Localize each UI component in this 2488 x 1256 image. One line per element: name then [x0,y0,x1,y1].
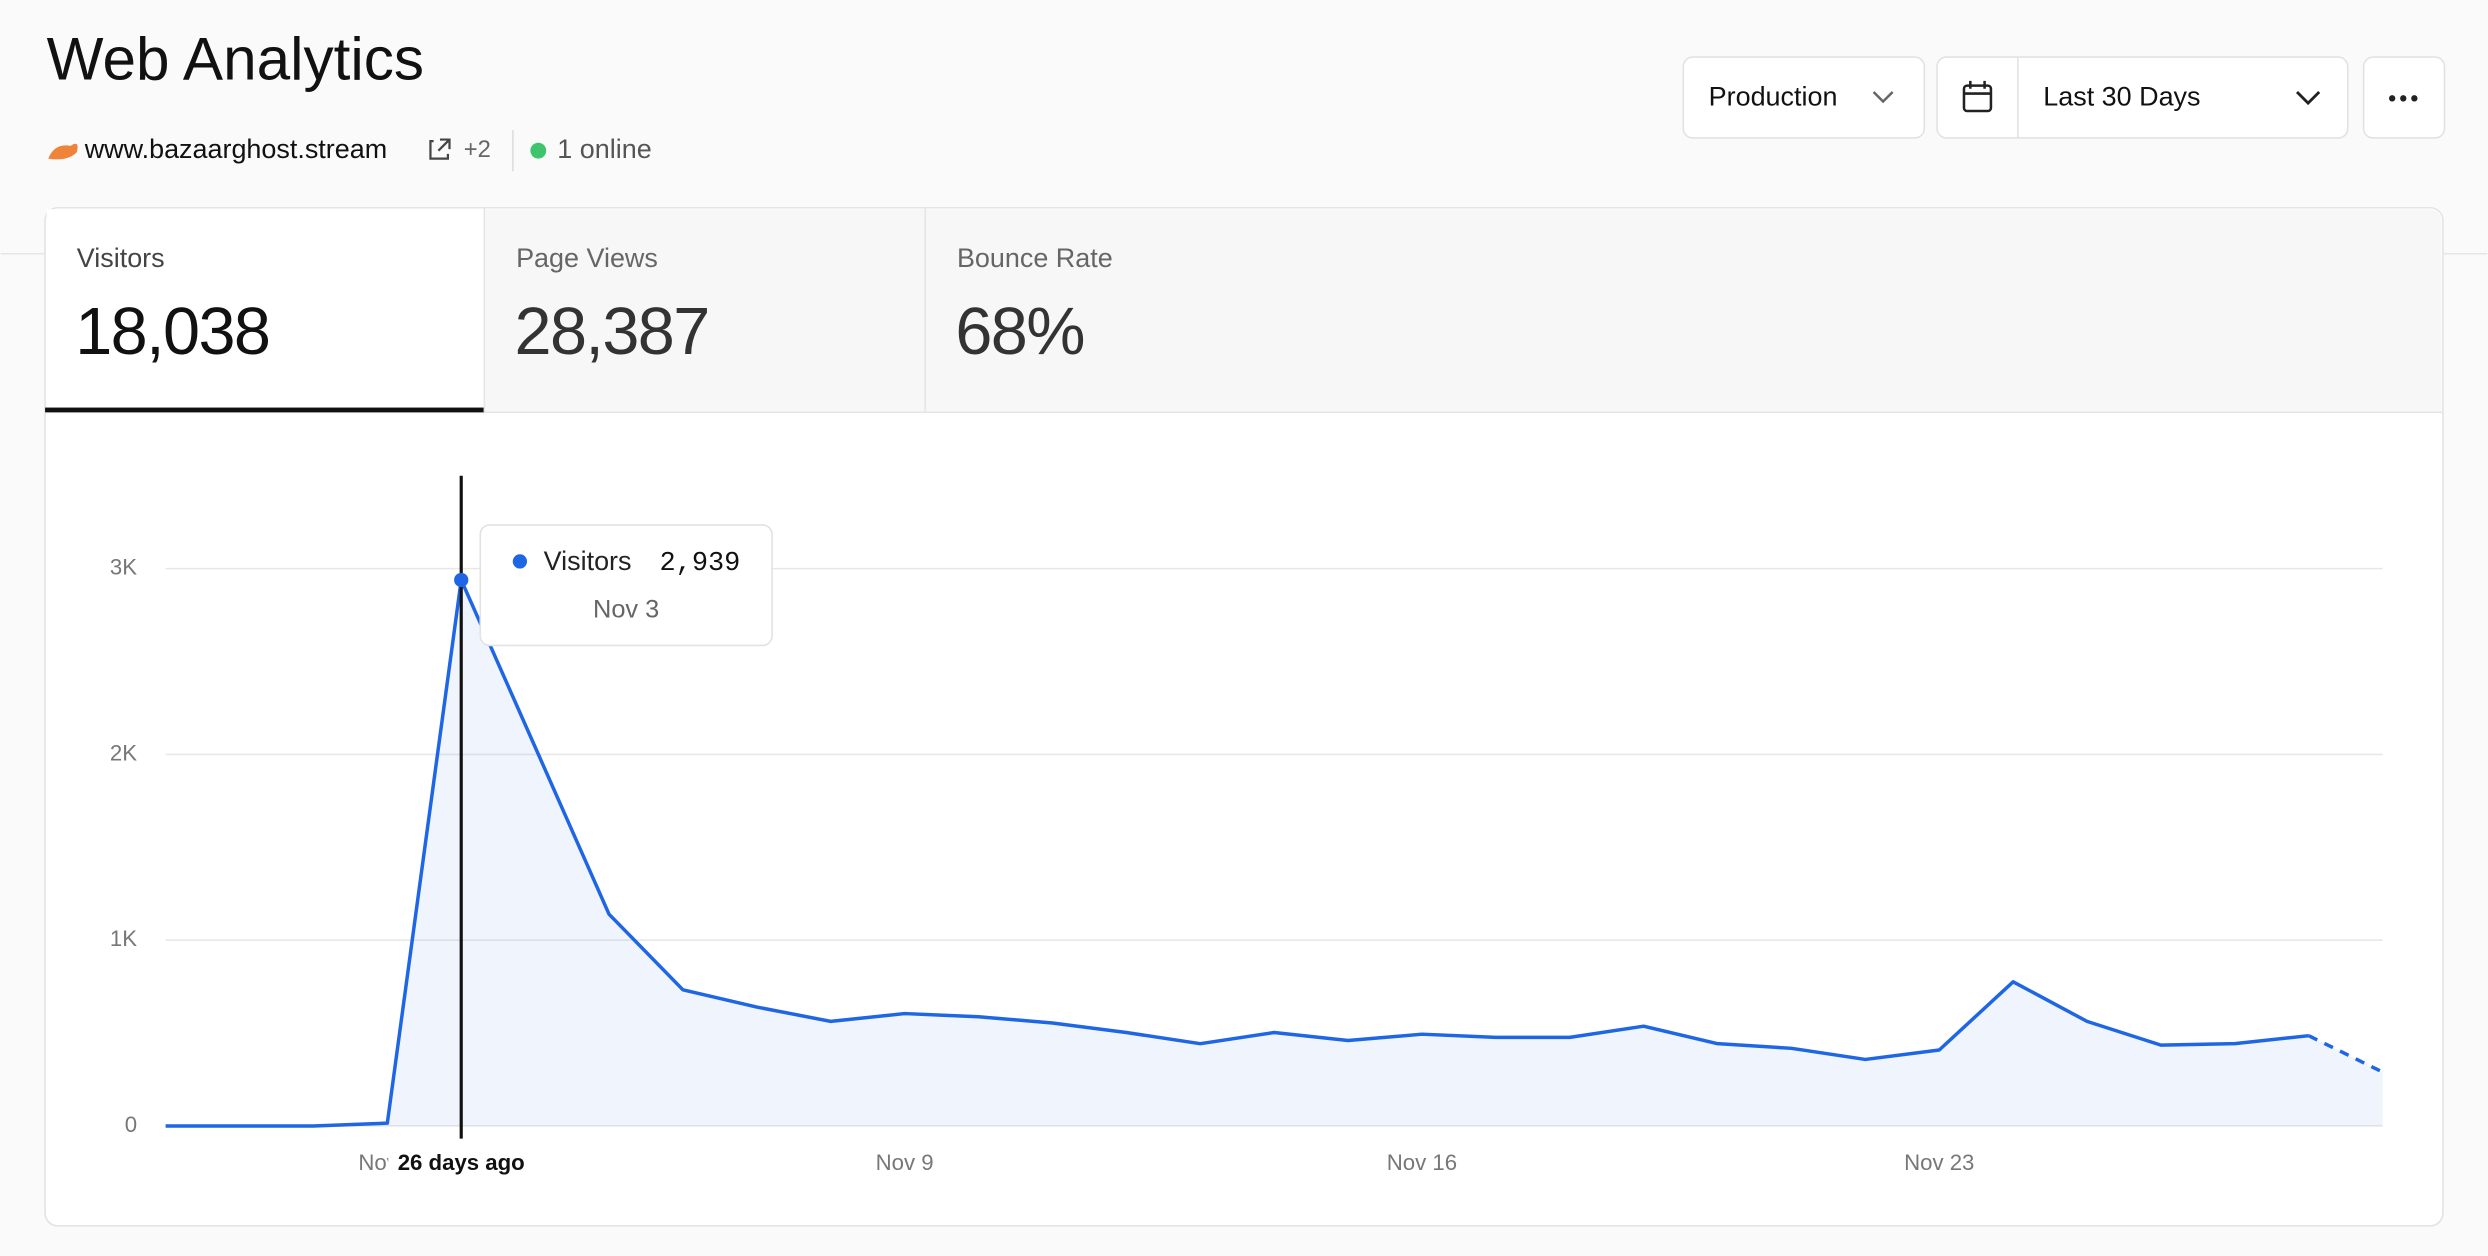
more-icon [2388,95,2418,102]
chevron [1872,91,1894,104]
stat-label: Visitors [77,243,165,273]
hover-x-label: 26 days ago [398,1150,525,1175]
environment-select[interactable] [1682,56,1926,139]
stat-value: 68% [955,295,1084,369]
tooltip-swatch [512,554,528,569]
environment-label: Production [1709,81,1838,111]
tooltip [479,524,773,647]
stat-label: Page Views [516,243,658,273]
chevron [2296,90,2321,106]
tooltip-series: Visitors [544,546,632,576]
tooltip-date: Nov 3 [593,595,659,623]
active-indicator [45,407,485,413]
y-tick-label: 2K [110,740,137,765]
active-tab [46,209,485,411]
x-tick-label: Nov 9 [876,1150,934,1175]
stat-value: 18,038 [75,295,269,369]
y-tick-label: 0 [125,1112,137,1137]
projected-segment [2307,1034,2384,1074]
stat-tab[interactable]: Bounce Rate 68% [924,207,1113,413]
range-label: Last 30 Days [2043,81,2200,111]
online-dot [530,142,547,159]
x-tick-label: Nov 16 [1387,1150,1457,1175]
extra-sites[interactable]: +2 [464,136,491,163]
stat-tab[interactable]: Page Views 28,387 [483,207,710,413]
stat-value: 28,387 [515,295,709,369]
online-count: 1 online [557,134,651,164]
stat-label: Bounce Rate [957,243,1113,273]
range-select[interactable] [1936,56,2349,139]
calendar-icon-detail [1963,80,1991,95]
external-link-icon[interactable] [429,138,451,160]
stat-tab[interactable]: Visitors 18,038 [45,209,485,413]
x-label-backdrop [388,1144,535,1184]
area [165,579,2383,1126]
y-tick-label: 3K [110,555,137,580]
card [44,206,2444,1227]
site-link[interactable]: www.bazaarghost.stream [84,134,387,164]
y-tick-label: 1K [110,926,137,951]
site-icon [48,143,78,160]
tooltip-value: 2,939 [660,549,741,579]
tabs-background [484,209,2442,413]
page-title: Web Analytics [47,24,424,92]
line [165,578,2309,1128]
x-tick-label: Nov 23 [1904,1150,1974,1175]
hover-point [454,572,469,588]
calendar-icon [1962,84,1993,113]
